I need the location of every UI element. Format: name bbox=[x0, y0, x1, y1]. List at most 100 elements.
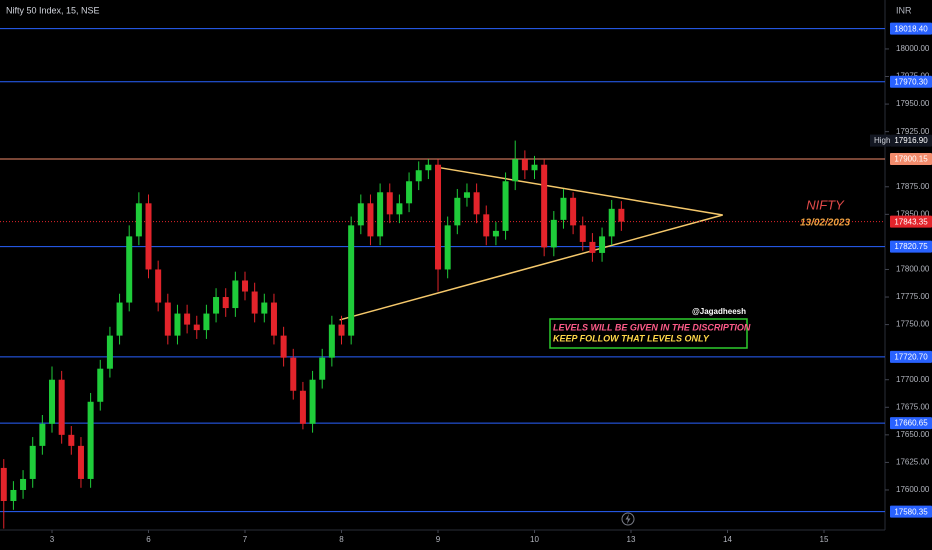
candle-body bbox=[367, 203, 374, 237]
candle-body bbox=[145, 203, 152, 270]
candle-body bbox=[386, 192, 393, 215]
x-tick-label: 3 bbox=[50, 535, 55, 544]
candle-body bbox=[618, 208, 625, 222]
candle-body bbox=[174, 313, 181, 336]
level-label: 18018.40 bbox=[894, 24, 928, 33]
level-label-box bbox=[890, 417, 932, 430]
candle-body bbox=[193, 324, 200, 331]
candle-body bbox=[77, 445, 84, 479]
candle-body bbox=[213, 297, 220, 314]
candle-body bbox=[116, 302, 123, 336]
x-tick-label: 9 bbox=[436, 535, 441, 544]
candle-body bbox=[415, 170, 422, 182]
level-label: 17970.30 bbox=[894, 77, 928, 86]
candle-body bbox=[406, 181, 413, 204]
candle-body bbox=[502, 181, 509, 231]
candles-layer bbox=[0, 140, 625, 529]
y-tick-label: 17700.00 bbox=[896, 375, 930, 384]
x-tick-label: 7 bbox=[243, 535, 248, 544]
candle-body bbox=[599, 236, 606, 253]
chart-title: Nifty 50 Index, 15, NSE bbox=[6, 5, 100, 15]
candle-body bbox=[10, 489, 17, 502]
y-tick-label: 18000.00 bbox=[896, 44, 930, 53]
candle-body bbox=[222, 297, 229, 309]
y-tick-label: 17925.00 bbox=[896, 127, 930, 136]
candle-body bbox=[425, 164, 432, 171]
candle-body bbox=[396, 203, 403, 215]
level-label-box bbox=[890, 240, 932, 253]
candle-body bbox=[463, 192, 470, 198]
candle-body bbox=[377, 192, 384, 237]
high-marker-box bbox=[890, 134, 932, 147]
x-tick-label: 13 bbox=[627, 535, 636, 544]
trendline bbox=[339, 214, 723, 321]
candle-body bbox=[357, 203, 364, 226]
candle-body bbox=[97, 368, 104, 402]
high-marker-tag bbox=[870, 134, 890, 147]
y-tick-label: 17600.00 bbox=[896, 485, 930, 494]
candle-body bbox=[608, 208, 615, 237]
level-label-box bbox=[890, 153, 932, 166]
last-price-label: 17843.35 bbox=[894, 217, 928, 226]
candle-body bbox=[68, 434, 75, 446]
candle-body bbox=[184, 313, 191, 325]
candle-body bbox=[242, 280, 249, 292]
y-tick-label: 17675.00 bbox=[896, 402, 930, 411]
candle-body bbox=[135, 203, 142, 237]
level-label: 17580.35 bbox=[894, 507, 928, 516]
x-tick-label: 10 bbox=[530, 535, 539, 544]
candle-body bbox=[309, 379, 316, 424]
level-label-box bbox=[890, 505, 932, 518]
event-icon-bolt bbox=[625, 514, 631, 524]
candle-body bbox=[483, 214, 490, 237]
candle-body bbox=[20, 478, 27, 490]
level-label-box bbox=[890, 350, 932, 363]
annotation-layer: Nifty 50 Index, 15, NSE INR NIFTY 13/02/… bbox=[6, 5, 932, 526]
x-tick-label: 14 bbox=[723, 535, 732, 544]
candle-body bbox=[521, 159, 528, 171]
candle-body bbox=[512, 159, 519, 182]
candle-body bbox=[454, 197, 461, 226]
currency: INR bbox=[896, 5, 912, 15]
annotation-date: 13/02/2023 bbox=[800, 218, 850, 229]
candle-body bbox=[29, 445, 36, 479]
y-tick-label: 17750.00 bbox=[896, 320, 930, 329]
candle-body bbox=[319, 357, 326, 380]
candle-body bbox=[49, 379, 56, 424]
candle-body bbox=[550, 219, 557, 248]
annotation-name: NIFTY bbox=[806, 197, 845, 212]
candle-body bbox=[251, 291, 258, 314]
level-label-box bbox=[890, 75, 932, 88]
author: @Jagadheesh bbox=[692, 307, 746, 316]
level-label: 17660.65 bbox=[894, 419, 928, 428]
candle-body bbox=[58, 379, 65, 435]
y-tick-label: 17800.00 bbox=[896, 265, 930, 274]
y-tick-label: 17775.00 bbox=[896, 292, 930, 301]
y-tick-label: 17875.00 bbox=[896, 182, 930, 191]
y-tick-label: 17625.00 bbox=[896, 458, 930, 467]
y-tick-label: 17850.00 bbox=[896, 209, 930, 218]
candle-body bbox=[541, 164, 548, 248]
candle-body bbox=[299, 390, 306, 424]
candle-body bbox=[87, 401, 94, 479]
trendline bbox=[434, 166, 723, 216]
y-tick-label: 17650.00 bbox=[896, 430, 930, 439]
candle-body bbox=[492, 230, 499, 237]
last-price-box bbox=[890, 215, 932, 228]
note-line: KEEP FOLLOW THAT LEVELS ONLY bbox=[553, 333, 710, 343]
candle-body bbox=[203, 313, 210, 331]
candle-body bbox=[106, 335, 113, 369]
candle-body bbox=[164, 302, 171, 336]
level-label: 17720.70 bbox=[894, 353, 928, 362]
level-label: 17900.15 bbox=[894, 155, 928, 164]
note-line: LEVELS WILL BE GIVEN IN THE DISCRIPTION bbox=[553, 322, 751, 332]
candle-body bbox=[155, 269, 162, 303]
level-label-box bbox=[890, 22, 932, 35]
candle-body bbox=[435, 164, 442, 270]
candle-body bbox=[589, 241, 596, 253]
candle-body bbox=[570, 197, 577, 226]
candle-body bbox=[338, 324, 345, 336]
candle-body bbox=[126, 236, 133, 303]
